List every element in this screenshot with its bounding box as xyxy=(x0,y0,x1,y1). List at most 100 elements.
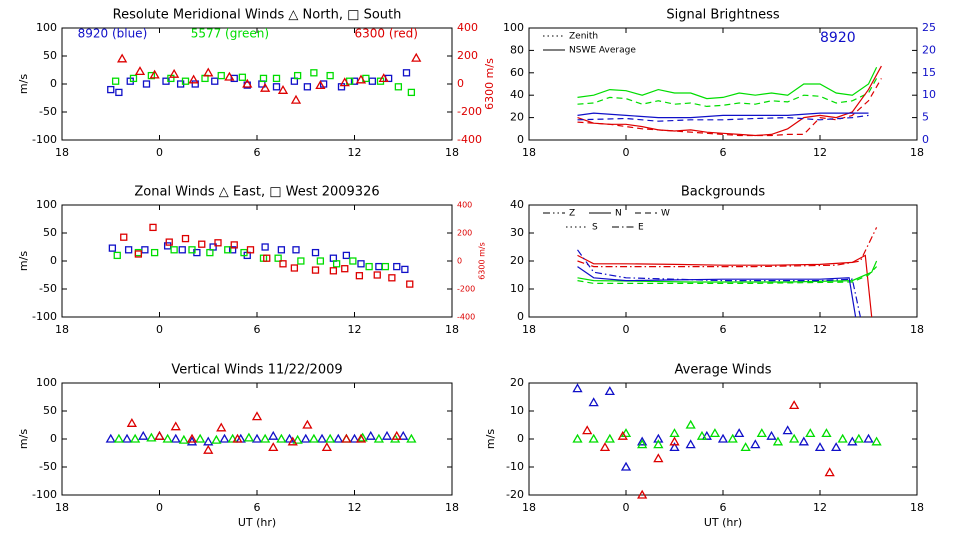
data-point xyxy=(740,442,751,452)
data-point xyxy=(120,233,128,241)
data-line xyxy=(577,227,878,268)
x-tick-label: 12 xyxy=(813,501,827,514)
data-point xyxy=(142,80,151,88)
data-point xyxy=(637,436,648,446)
y-tick-label: 40 xyxy=(510,88,524,101)
legend-label: 6300 (red) xyxy=(355,27,418,41)
y2-tick-label: 20 xyxy=(922,43,936,56)
data-point xyxy=(251,411,263,421)
x-tick-label: 6 xyxy=(720,146,727,159)
data-point xyxy=(701,430,712,440)
data-point xyxy=(321,442,332,452)
data-point xyxy=(170,246,178,254)
y2-tick-label: 10 xyxy=(922,88,936,101)
data-point xyxy=(316,257,325,265)
data-point xyxy=(211,77,219,85)
data-point xyxy=(310,69,318,77)
y-tick-label: 0 xyxy=(50,254,57,267)
x-tick-label: 18 xyxy=(55,501,69,514)
data-point xyxy=(191,80,199,88)
data-point xyxy=(717,433,729,443)
data-point xyxy=(316,433,328,443)
legend-label: 5577 (green) xyxy=(191,27,269,41)
data-point xyxy=(170,421,181,431)
x-tick-label: 0 xyxy=(156,501,163,514)
data-line xyxy=(577,66,878,100)
x-tick-label: 12 xyxy=(348,146,362,159)
data-point xyxy=(134,250,143,258)
x-tick-label: 18 xyxy=(55,323,69,336)
data-point xyxy=(375,262,383,271)
data-line xyxy=(577,78,882,137)
data-point xyxy=(750,439,761,449)
legend-label: Z xyxy=(569,209,575,219)
data-point xyxy=(268,442,279,452)
data-point xyxy=(178,434,189,444)
data-point xyxy=(206,248,214,257)
legend-label: W xyxy=(661,209,670,219)
data-point xyxy=(311,248,320,257)
data-point xyxy=(246,246,255,254)
x-tick-label: 0 xyxy=(623,501,630,514)
x-axis-label: UT (hr) xyxy=(704,516,742,529)
y-tick-label: 20 xyxy=(510,254,524,267)
data-point xyxy=(287,436,298,446)
data-point xyxy=(401,265,409,274)
data-point xyxy=(163,242,172,250)
y-tick-label: -50 xyxy=(39,460,57,473)
data-point xyxy=(355,433,367,443)
data-point xyxy=(203,67,214,77)
data-point xyxy=(341,265,349,273)
y-tick-label: 20 xyxy=(510,376,524,389)
data-point xyxy=(129,74,138,83)
data-point xyxy=(149,223,157,232)
data-point xyxy=(141,246,149,254)
data-point xyxy=(685,419,696,429)
data-point xyxy=(381,430,393,440)
data-point xyxy=(279,260,287,268)
data-line xyxy=(577,260,878,283)
panel-title: Signal Brightness xyxy=(666,8,780,23)
data-point xyxy=(113,251,121,260)
data-point xyxy=(814,442,826,452)
data-point xyxy=(341,433,352,443)
data-point xyxy=(170,433,181,443)
data-point xyxy=(186,436,198,446)
data-point xyxy=(293,71,302,80)
x-tick-label: 0 xyxy=(156,323,163,336)
data-point xyxy=(365,430,376,440)
y2-tick-label: 5 xyxy=(922,111,929,124)
data-point xyxy=(108,244,117,252)
data-point xyxy=(709,428,721,438)
y2-tick-label: 0 xyxy=(922,133,929,146)
y-tick-label: -100 xyxy=(32,310,57,323)
panel-title: Backgrounds xyxy=(681,185,766,200)
x-tick-label: 18 xyxy=(55,146,69,159)
data-line xyxy=(577,249,861,318)
data-point xyxy=(315,80,326,90)
data-point xyxy=(332,260,341,268)
data-point xyxy=(326,71,334,80)
panel-title: Resolute Meridional Winds △ North, □ Sou… xyxy=(113,8,402,23)
data-point xyxy=(355,74,367,84)
data-point xyxy=(198,240,206,248)
data-point xyxy=(824,467,835,477)
data-point xyxy=(126,418,137,427)
data-point xyxy=(831,442,842,452)
data-point xyxy=(329,267,338,275)
data-point xyxy=(789,400,800,410)
x-tick-label: 0 xyxy=(156,146,163,159)
y2-axis-label: 6300 m/s xyxy=(483,58,496,110)
data-point xyxy=(300,433,311,443)
data-point xyxy=(230,241,238,249)
y2-tick-label: 0 xyxy=(457,257,462,266)
data-point xyxy=(339,77,350,87)
data-point xyxy=(604,433,615,443)
data-point xyxy=(365,262,373,271)
legend-label: S xyxy=(592,223,598,233)
y2-tick-label: 200 xyxy=(457,49,478,62)
data-point xyxy=(388,274,396,282)
y-tick-label: -20 xyxy=(506,488,524,501)
data-line xyxy=(577,114,869,122)
